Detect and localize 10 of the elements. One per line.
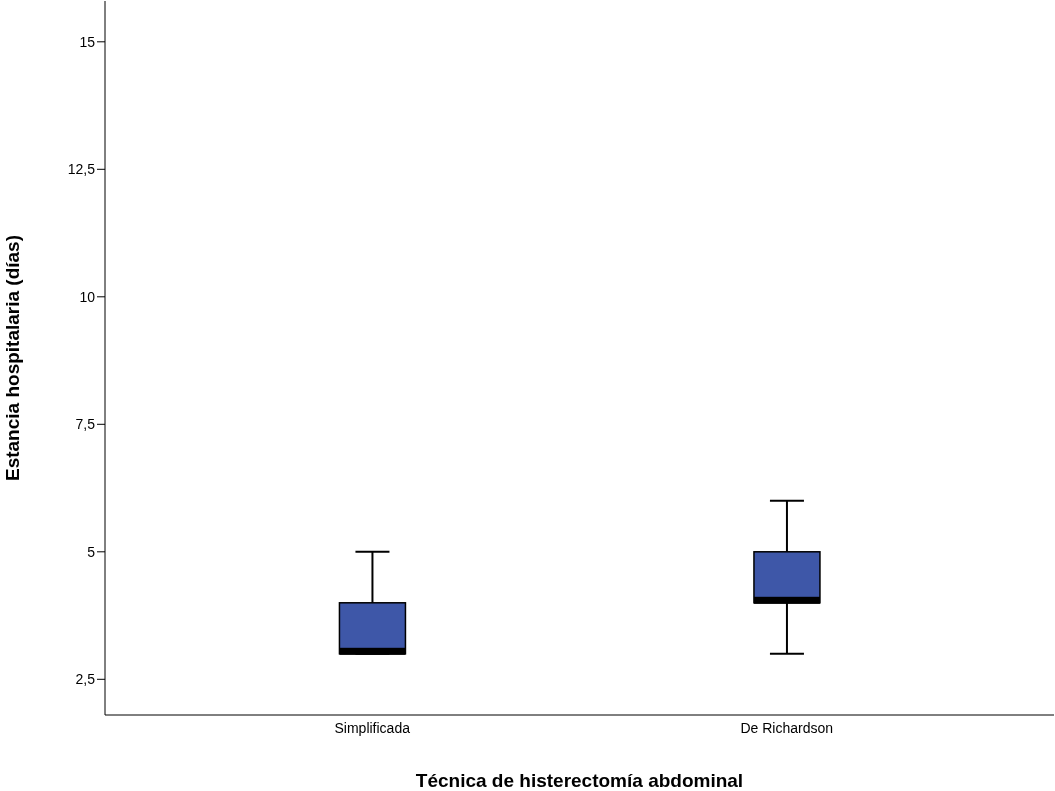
y-tick-label: 12,5 [67,161,96,178]
y-tick-label: 2,5 [75,671,96,688]
y-tick-label: 15 [79,33,96,50]
y-tick-label: 5 [87,543,96,560]
x-tick-label: Simplificada [334,719,411,736]
y-tick-label: 10 [79,288,96,305]
x-tick-label: De Richardson [740,719,834,736]
y-axis-title: Estancia hospitalaria (días) [1,234,23,482]
x-axis-title: Técnica de histerectomía abdominal [415,770,744,791]
y-tick-label: 7,5 [75,416,96,433]
